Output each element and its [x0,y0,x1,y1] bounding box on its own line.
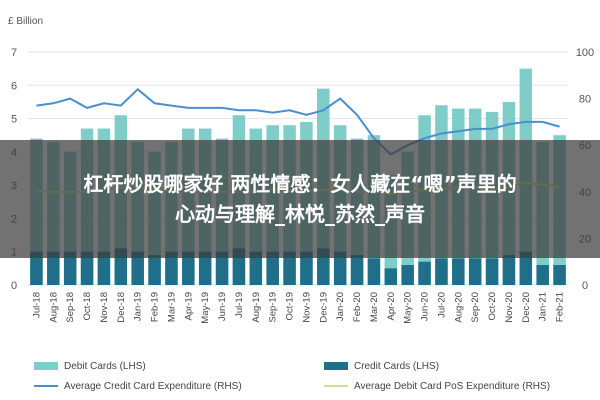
left-tick-label: 0 [11,280,17,292]
credit-card-bar [468,258,482,285]
overlay-text-line-2: 心动与理解_林悦_苏然_声音 [175,202,425,226]
x-tick-label: Sep-19 [268,292,279,323]
legend-item-avg-debit: Average Debit Card PoS Expenditure (RHS) [324,378,550,394]
x-tick-label: Jul-18 [31,292,42,318]
x-tick-label: Aug-18 [48,292,59,323]
credit-card-bar [553,265,566,285]
x-tick-label: Jun-20 [420,292,431,321]
x-tick-label: Oct-18 [82,292,93,321]
x-tick-label: Aug-20 [453,292,464,323]
credit-card-bar [165,251,178,285]
legend-item-avg-credit: Average Credit Card Expenditure (RHS) [34,378,242,394]
credit-card-bar [63,251,77,285]
legend-item-credit-cards: Credit Cards (LHS) [324,358,439,374]
credit-card-bar [249,251,263,285]
x-tick-label: Aug-19 [251,292,262,323]
left-axis-unit: £ Billion [8,16,43,27]
credit-card-bar [198,251,212,285]
credit-card-bar [350,255,364,285]
x-tick-label: Jan-20 [335,292,346,321]
x-tick-label: Sep-20 [470,292,481,323]
right-tick-label: 0 [582,280,588,292]
legend-swatch-avg-credit [34,385,58,387]
x-tick-label: Jan-21 [538,292,549,321]
x-tick-label: Dec-19 [318,292,329,323]
credit-card-bar [80,251,94,285]
credit-card-bar [401,265,414,285]
x-axis-ticks: Jul-18 Aug-18 Sep-18 Oct-18 Nov-18 Dec-18 Jan-… [31,292,565,324]
credit-card-bar [333,251,347,285]
credit-card-bar [536,265,549,285]
chart-legend: Debit Cards (LHS) Credit Cards (LHS) Ave… [34,358,594,398]
credit-card-bar [300,251,313,285]
legend-item-debit-cards: Debit Cards (LHS) [34,358,146,374]
credit-card-bar [30,251,43,285]
credit-card-bar [182,251,195,285]
legend-swatch-credit [324,362,348,370]
credit-card-bar [367,258,381,285]
x-tick-label: Feb-21 [555,292,566,322]
x-tick-label: Jan-19 [133,292,144,321]
left-tick-label: 7 [11,47,17,59]
right-tick-label: 80 [579,94,591,106]
credit-card-bar [215,251,229,285]
x-tick-label: Dec-20 [521,292,532,323]
avg-credit-expenditure-line [36,87,560,156]
x-tick-label: Nov-18 [99,292,110,323]
left-tick-label: 5 [11,114,17,126]
credit-card-bar [283,251,296,285]
credit-card-bar [485,258,499,285]
credit-card-bar [384,268,398,285]
overlay-text-line-1: 杠杆炒股哪家好 两性情感：女人藏在“嗯”声里的 [83,172,517,196]
left-tick-label: 6 [11,80,17,92]
credit-card-bar [519,251,533,285]
x-tick-label: Jul-20 [436,292,447,318]
x-tick-label: Dec-18 [116,292,127,323]
legend-label-avg-credit: Average Credit Card Expenditure (RHS) [64,380,242,392]
x-tick-label: Oct-19 [285,292,296,321]
credit-card-bar [97,251,111,285]
x-tick-label: Nov-19 [301,292,312,323]
credit-card-bar [131,251,144,285]
x-tick-label: Feb-20 [352,292,363,322]
title-overlay-banner: 杠杆炒股哪家好 两性情感：女人藏在“嗯”声里的 心动与理解_林悦_苏然_声音 [0,140,600,258]
x-tick-label: Jul-19 [234,292,245,318]
legend-swatch-debit [34,362,58,370]
x-tick-label: Mar-19 [166,292,177,322]
credit-card-bar [435,258,448,285]
credit-card-bar [418,261,431,285]
legend-swatch-avg-debit [324,385,348,387]
x-tick-label: Jun-19 [217,292,228,321]
credit-card-bar [148,255,161,285]
x-tick-label: Sep-18 [65,292,76,323]
x-tick-label: Apr-19 [183,292,194,321]
legend-label-credit: Credit Cards (LHS) [354,360,440,372]
credit-card-bar [502,255,516,285]
legend-label-debit: Debit Cards (LHS) [64,360,146,372]
right-tick-label: 100 [576,47,594,59]
x-tick-label: Feb-19 [150,292,161,322]
credit-card-bar [266,251,279,285]
x-tick-label: May-19 [200,292,211,324]
x-tick-label: May-20 [403,292,414,324]
legend-label-avg-debit: Average Debit Card PoS Expenditure (RHS) [354,380,551,392]
credit-card-bar [47,251,60,285]
x-tick-label: Nov-20 [504,292,515,323]
x-tick-label: Oct-20 [487,292,498,321]
x-tick-label: Mar-20 [369,292,380,322]
x-tick-label: Apr-20 [386,292,397,321]
credit-card-bar [452,258,465,285]
